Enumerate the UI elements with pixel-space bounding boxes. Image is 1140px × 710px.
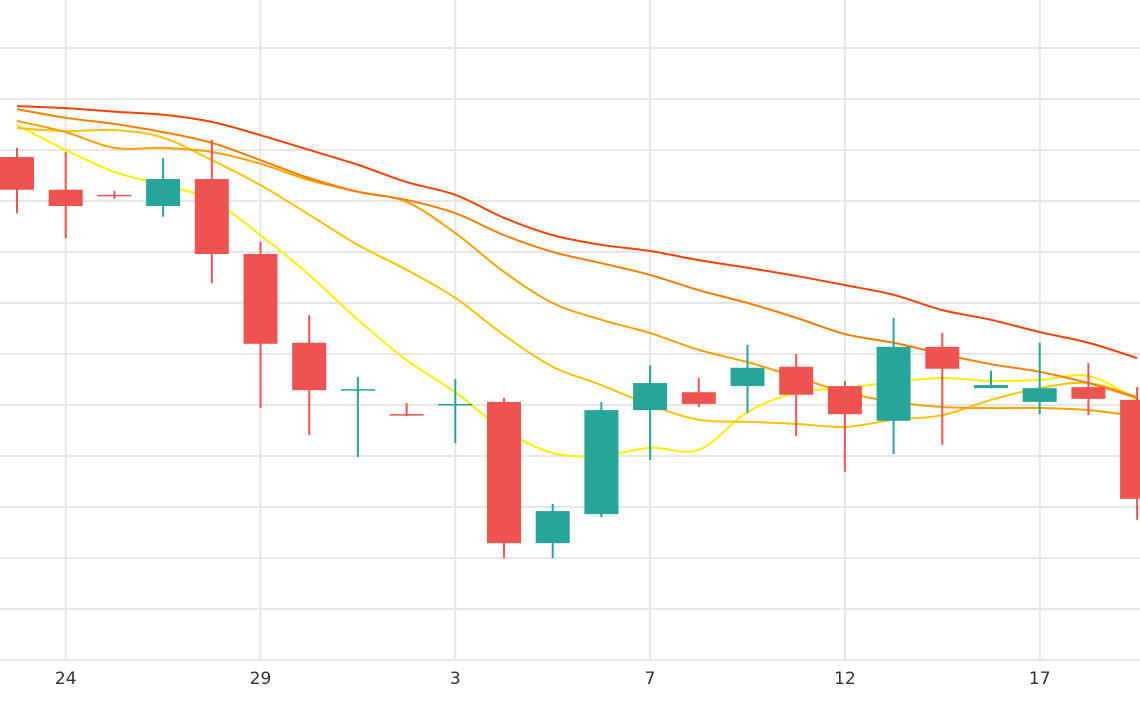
candle-down [0, 147, 34, 214]
candles [0, 139, 1140, 558]
candle-body [925, 346, 960, 369]
candle-down [1120, 387, 1140, 520]
ma-gold-line [16, 127, 1138, 429]
candle-body [389, 414, 424, 416]
x-tick-label: 12 [834, 669, 856, 689]
candle-body [48, 189, 83, 207]
candle-body [340, 389, 375, 391]
candle-down [681, 377, 716, 408]
candle-down [194, 139, 229, 284]
candle-up [974, 370, 1008, 389]
candle-body [827, 386, 862, 415]
candle-down [925, 333, 960, 445]
candle-up [438, 378, 473, 444]
x-tick-label: 29 [250, 669, 272, 689]
candle-body [779, 366, 814, 395]
x-tick-label: 3 [450, 669, 461, 689]
candle-down [487, 397, 521, 558]
candle-up [876, 317, 911, 454]
x-tick-label: 7 [645, 669, 656, 689]
candle-body [0, 157, 34, 190]
candle-up [1022, 342, 1057, 415]
candle-down [243, 241, 278, 409]
candle-down [389, 402, 424, 417]
candle-down [1071, 363, 1106, 416]
candle-body [487, 401, 521, 544]
candle-up [340, 376, 375, 458]
candle-body [292, 342, 327, 391]
candle-down [779, 353, 814, 437]
candle-body [974, 385, 1008, 389]
candle-up [633, 365, 668, 461]
x-tick-label: 24 [55, 669, 77, 689]
ma-amber-line [16, 119, 1138, 418]
candle-body [146, 179, 181, 207]
moving-average-lines [16, 105, 1138, 458]
candle-body [194, 179, 229, 255]
candle-up [584, 401, 619, 518]
x-axis-ticks: 24 29 3 7 12 17 [55, 669, 1051, 689]
candle-body [243, 254, 278, 344]
candle-down [97, 190, 132, 199]
candle-body [535, 511, 570, 544]
grid [0, 0, 1140, 661]
candle-up [535, 503, 570, 558]
candle-body [633, 383, 668, 411]
candle-body [97, 194, 132, 197]
candle-body [681, 392, 716, 404]
candle-body [1120, 399, 1140, 499]
candle-body [584, 410, 619, 515]
candle-body [1022, 388, 1057, 402]
candle-down [292, 315, 327, 436]
ma-red-line [16, 105, 1138, 360]
candle-body [1071, 387, 1106, 399]
candle-up [146, 158, 181, 217]
candle-body [876, 346, 911, 421]
candle-body [438, 403, 473, 406]
candle-up [730, 344, 765, 414]
candle-down [827, 381, 862, 472]
candle-body [730, 367, 765, 387]
x-tick-label: 17 [1029, 669, 1051, 689]
candle-down [48, 151, 83, 239]
